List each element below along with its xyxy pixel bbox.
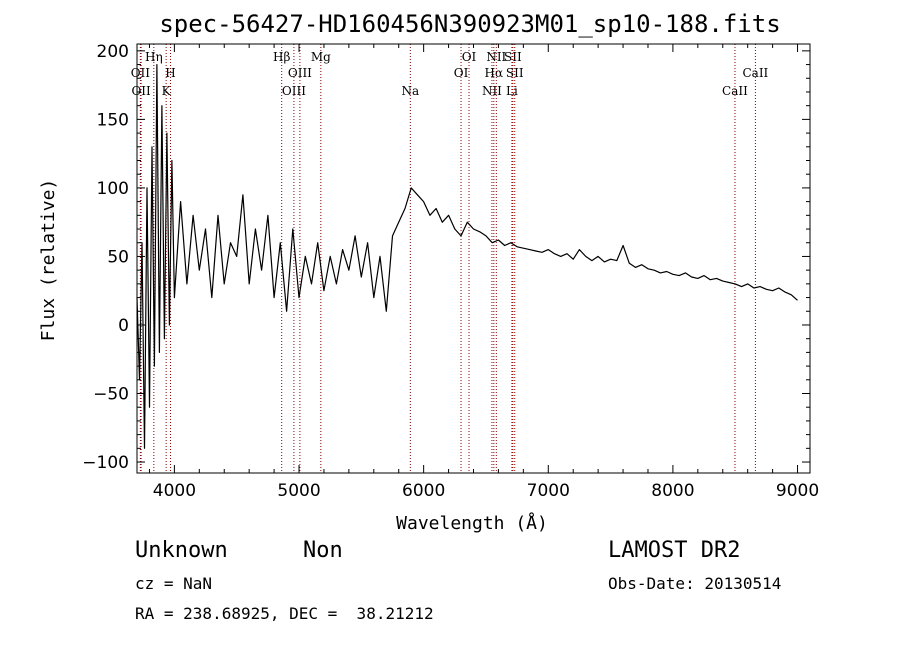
y-tick-label: 150 <box>97 110 129 130</box>
spectral-line-label: Hβ <box>273 50 290 64</box>
spectral-line-label: SII <box>504 50 522 64</box>
spectral-line-label: OI <box>454 66 469 80</box>
plot-frame <box>136 43 811 474</box>
spectral-line-label: OII <box>131 84 151 98</box>
y-tick-label: 50 <box>107 247 129 267</box>
y-tick-label: 200 <box>97 42 129 62</box>
y-tick-label: −50 <box>93 385 129 405</box>
x-tick-label: 9000 <box>776 481 819 501</box>
coordinates: RA = 238.68925, DEC = 38.21212 <box>135 604 434 623</box>
x-tick-label: 7000 <box>527 481 570 501</box>
survey-label: LAMOST DR2 <box>608 538 741 563</box>
redshift-value: cz = NaN <box>135 574 213 593</box>
spectral-line-label: OI <box>462 50 477 64</box>
spectral-line-label: OII <box>131 66 151 80</box>
chart-title: spec-56427-HD160456N390923M01_sp10-188.f… <box>159 10 780 38</box>
x-axis-label: Wavelength (Å) <box>396 512 548 534</box>
spectral-line-label: OIII <box>282 84 306 98</box>
spectrum-line <box>136 63 798 449</box>
spectral-line-label: Hη <box>145 50 163 64</box>
spectral-line-label: Hα <box>485 66 504 80</box>
spectral-lines: OII OII Hη KH Hβ OIII OIII Mg Na OI OI NII Hα NII Li SI… <box>131 44 769 473</box>
spectral-line-label: SII <box>506 66 524 80</box>
spectral-line-label: CaII <box>742 66 768 80</box>
axis-ticks: 4000 5000 6000 7000 8000 9000 −100 −50 0 50 100 150… <box>82 42 819 501</box>
y-tick-label: −100 <box>82 453 129 473</box>
spectral-line-label: Na <box>401 84 419 98</box>
spectral-line-label: OIII <box>288 66 312 80</box>
spectral-line-label: Mg <box>311 50 331 64</box>
x-tick-label: 8000 <box>651 481 694 501</box>
spectral-line-label: NII <box>486 50 506 64</box>
spectrum-chart: spec-56427-HD160456N390923M01_sp10-188.f… <box>38 10 819 534</box>
class-label: Unknown <box>135 538 228 563</box>
spectral-line-label: K <box>162 84 172 98</box>
y-tick-label: 0 <box>118 316 129 336</box>
observation-date: Obs-Date: 20130514 <box>608 574 782 593</box>
spectral-line-label: CaII <box>722 84 748 98</box>
spectral-line-label: Li <box>506 84 518 98</box>
y-axis-label: Flux (relative) <box>38 179 59 342</box>
y-tick-label: 100 <box>97 179 129 199</box>
spectral-line-label: NII <box>482 84 502 98</box>
spectral-line-label: H <box>165 66 175 80</box>
spectrum-series <box>136 63 798 449</box>
x-tick-label: 4000 <box>153 481 196 501</box>
x-tick-label: 5000 <box>277 481 320 501</box>
subclass-label: Non <box>303 538 343 563</box>
x-tick-label: 6000 <box>402 481 445 501</box>
